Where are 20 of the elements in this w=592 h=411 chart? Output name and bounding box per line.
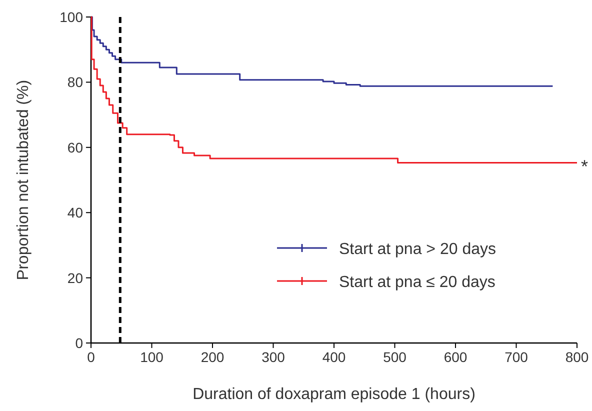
x-tick-label: 500: [383, 349, 407, 365]
x-axis-title: Duration of doxapram episode 1 (hours): [192, 386, 476, 403]
x-tick-label: 600: [444, 349, 468, 365]
y-tick-label: 60: [67, 139, 84, 156]
y-tick-label: 20: [67, 270, 84, 286]
x-tick-label: 200: [200, 349, 224, 365]
legend-label: Start at pna > 20 days: [339, 241, 496, 258]
y-tick-label: 80: [67, 74, 84, 90]
x-tick-label: 300: [262, 349, 286, 365]
x-tick-label: 400: [322, 349, 346, 365]
x-tick-label: 800: [565, 349, 589, 365]
x-tick-label: 0: [87, 349, 96, 365]
legend-label: Start at pna ≤ 20 days: [339, 274, 496, 291]
y-tick-label: 100: [60, 9, 84, 25]
y-axis-title: Proportion not intubated (%): [15, 80, 32, 280]
annotation: *: [581, 156, 588, 177]
x-tick-label: 100: [140, 349, 164, 365]
y-tick-label: 0: [75, 335, 84, 351]
y-tick-label: 40: [67, 204, 84, 221]
x-tick-label: 700: [504, 349, 528, 365]
